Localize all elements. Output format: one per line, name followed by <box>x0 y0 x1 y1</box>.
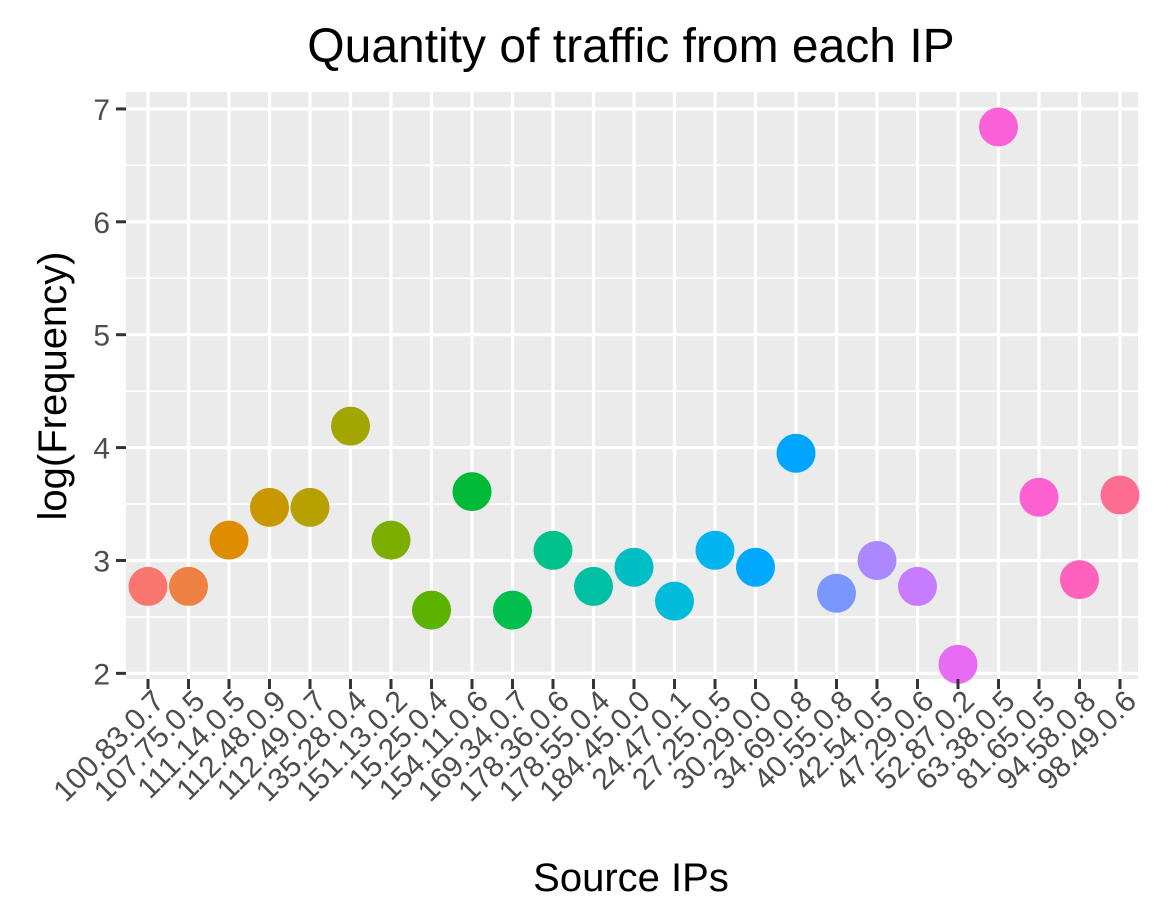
data-point <box>493 590 532 630</box>
data-point <box>452 472 492 512</box>
data-point <box>1060 560 1099 600</box>
data-point <box>331 406 370 446</box>
data-point <box>1100 475 1140 515</box>
data-point <box>817 573 856 613</box>
data-point <box>574 566 613 606</box>
data-point <box>655 581 694 621</box>
data-point <box>250 487 289 527</box>
data-point <box>614 547 654 587</box>
data-point <box>898 566 937 606</box>
y-tick-label: 3 <box>93 545 110 578</box>
y-axis-title: log(Frequency) <box>31 251 75 520</box>
y-tick-label: 6 <box>93 207 110 240</box>
data-point <box>412 590 451 630</box>
data-point <box>736 547 775 587</box>
plot-panel <box>126 92 1138 679</box>
data-point <box>938 644 978 684</box>
data-point <box>857 540 897 580</box>
data-point <box>979 107 1018 147</box>
chart-title: Quantity of traffic from each IP <box>307 20 954 73</box>
y-tick-label: 5 <box>93 320 110 353</box>
y-tick-label: 4 <box>93 433 110 466</box>
x-axis: 100.83.0.7107.75.0.5111.14.0.5112.48.0.9… <box>47 679 1143 808</box>
data-point <box>776 433 816 473</box>
data-point <box>209 520 249 560</box>
data-point <box>128 566 168 606</box>
data-point <box>695 530 735 570</box>
data-point <box>169 566 208 606</box>
data-points <box>128 107 1140 684</box>
data-point <box>1019 477 1059 517</box>
x-axis-title: Source IPs <box>533 856 729 900</box>
y-tick-label: 7 <box>93 94 110 127</box>
y-tick-label: 2 <box>93 658 110 691</box>
data-point <box>290 487 330 527</box>
data-point <box>371 520 411 560</box>
y-axis: 2 3 4 5 6 7 <box>93 94 126 691</box>
data-point <box>533 530 573 570</box>
